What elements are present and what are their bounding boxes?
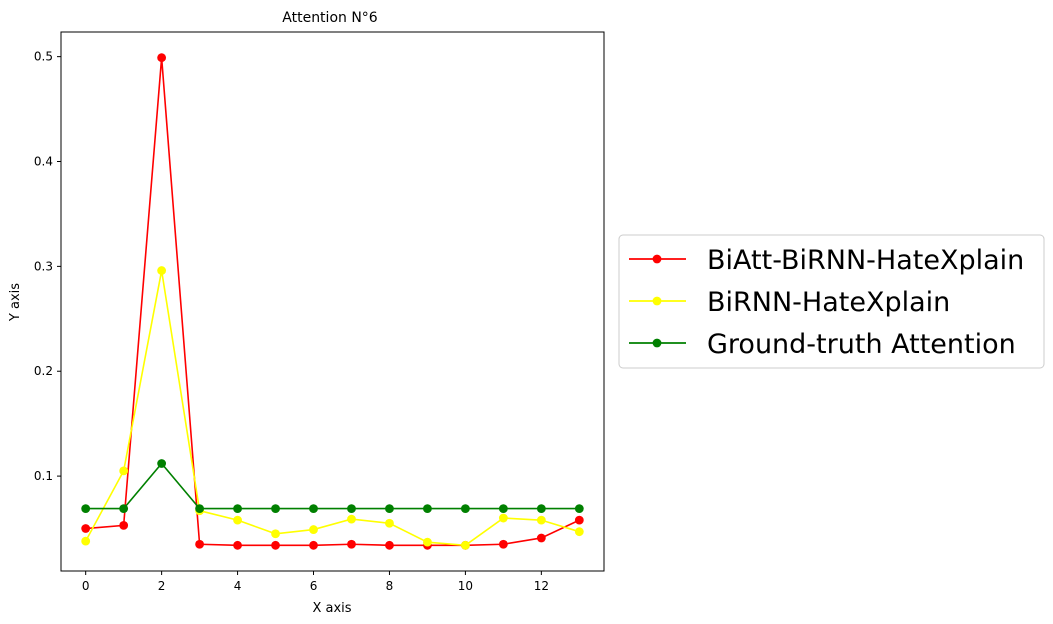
legend-marker-1 [652, 296, 662, 306]
series-point-1-9 [423, 537, 432, 547]
series-point-1-2 [157, 266, 167, 275]
series-point-1-7 [347, 514, 356, 524]
x-tick-label: 12 [534, 579, 549, 593]
series-point-2-7 [347, 504, 356, 514]
legend-marker-2 [652, 338, 662, 348]
axes-frame [60, 31, 605, 572]
x-tick-label: 10 [458, 579, 473, 593]
legend: BiAtt-BiRNN-HateXplain BiRNN-HateXplain Gr… [618, 234, 1045, 369]
series-point-0-12 [536, 533, 546, 543]
x-tick-label: 2 [158, 579, 166, 593]
series-point-0-2 [157, 53, 167, 63]
series-point-2-2 [157, 459, 167, 468]
series-point-2-12 [536, 504, 546, 514]
y-axis-label: Y axis [8, 283, 23, 322]
series-line-2 [85, 462, 580, 510]
series-point-2-9 [423, 504, 432, 514]
series-point-1-8 [385, 518, 394, 528]
series-point-0-6 [309, 540, 318, 550]
series-point-1-0 [81, 536, 91, 546]
series-point-2-11 [498, 504, 508, 514]
y-tick-label: 0.5 [34, 50, 53, 64]
series-point-0-11 [498, 539, 508, 549]
series-point-0-13 [574, 515, 584, 525]
series-point-0-5 [271, 540, 280, 550]
series-point-2-5 [271, 504, 280, 514]
series-point-2-13 [574, 504, 584, 514]
series-point-0-3 [195, 539, 204, 549]
series-point-1-12 [536, 515, 546, 525]
series-point-2-4 [233, 504, 242, 514]
series-point-1-5 [271, 529, 280, 539]
y-tick-label: 0.4 [34, 155, 53, 169]
series-line-0 [85, 57, 580, 547]
series-point-2-8 [385, 504, 394, 514]
series-point-2-3 [195, 504, 204, 514]
legend-marker-0 [652, 254, 662, 264]
y-tick-label: 0.2 [34, 364, 53, 378]
series-point-0-0 [81, 524, 91, 533]
legend-frame [618, 234, 1045, 369]
x-tick-label: 0 [82, 579, 90, 593]
x-tick-label: 8 [386, 579, 394, 593]
series-point-1-1 [119, 466, 129, 476]
series-point-2-0 [81, 504, 91, 514]
chart-title: Attention N°6 [282, 10, 378, 26]
series-point-0-1 [119, 520, 129, 530]
series-point-0-7 [347, 539, 356, 549]
series-point-0-4 [233, 540, 242, 550]
series-point-1-13 [574, 527, 584, 537]
series-point-2-6 [309, 504, 318, 514]
plot-area: 0 2 4 6 8 10 12 0.1 0.2 0.3 0.4 0.5 [34, 31, 605, 593]
y-tick-label: 0.1 [34, 469, 53, 483]
series-line-1 [84, 270, 580, 547]
y-tick-label: 0.3 [34, 259, 53, 273]
series-point-1-4 [233, 515, 242, 525]
legend-label-1: BiRNN-HateXplain [707, 287, 950, 318]
series-point-0-8 [385, 540, 394, 550]
series-point-1-11 [498, 513, 508, 523]
series-point-1-6 [309, 525, 318, 534]
legend-label-0: BiAtt-BiRNN-HateXplain [707, 245, 1024, 276]
x-tick-label: 4 [234, 579, 242, 593]
x-axis-label: X axis [312, 601, 351, 616]
series-point-1-10 [461, 540, 470, 550]
legend-label-2: Ground-truth Attention [707, 329, 1016, 360]
series-point-2-1 [119, 504, 129, 514]
series-point-2-10 [461, 504, 470, 514]
x-tick-label: 6 [310, 579, 318, 593]
